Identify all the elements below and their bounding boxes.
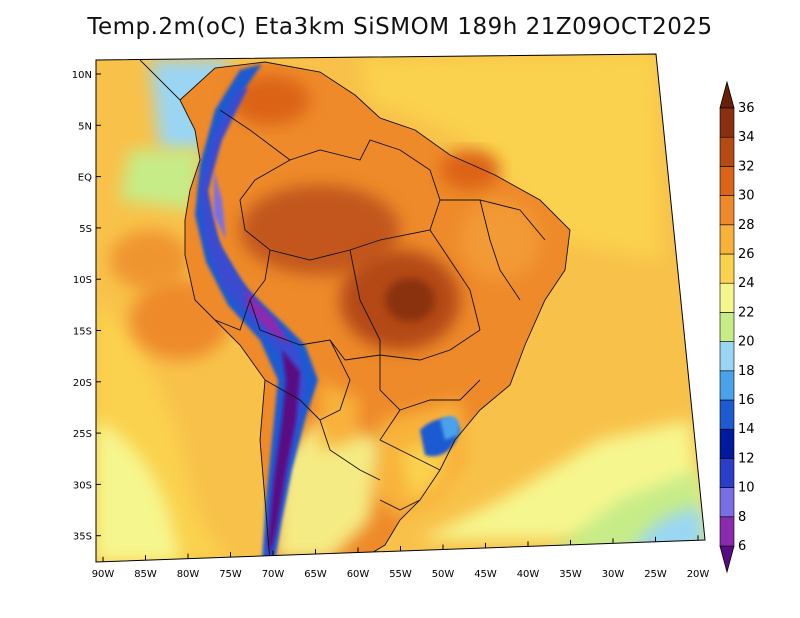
lon-label: 90W	[92, 569, 115, 580]
lat-label: 35S	[73, 532, 92, 543]
latitude-axis: 10N 5N EQ 5S 10S 15S 20S 25S 30S 35S	[72, 70, 101, 543]
lon-label: 35W	[559, 569, 582, 580]
lat-label: 5S	[79, 224, 92, 235]
lon-label: 25W	[644, 569, 667, 580]
lat-label: EQ	[78, 173, 92, 184]
colorbar-swatch	[719, 487, 735, 518]
lon-label: 50W	[432, 569, 455, 580]
colorbar-label: 32	[738, 159, 755, 174]
lat-label: 5N	[78, 121, 92, 132]
colorbar-swatch	[719, 195, 735, 226]
colorbar-label: 6	[738, 539, 746, 554]
colorbar-label: 28	[738, 218, 755, 233]
colorbar-swatch	[719, 107, 735, 138]
lat-label: 10S	[73, 275, 92, 286]
lat-label: 20S	[73, 378, 92, 389]
lon-label: 30W	[602, 569, 625, 580]
longitude-axis: 90W 85W 80W 75W 70W 65W 60W 55W 50W 45W 40W 35W 30W 2…	[92, 535, 710, 580]
lon-label: 40W	[517, 569, 540, 580]
colorbar-label: 22	[738, 305, 755, 320]
lon-label: 55W	[389, 569, 412, 580]
lat-label: 15S	[73, 327, 92, 338]
colorbar-label: 34	[738, 130, 755, 145]
map-title: Temp.2m(oC) Eta3km SiSMOM 189h 21Z09OCT2…	[87, 14, 713, 40]
lon-label: 85W	[134, 569, 157, 580]
colorbar-swatch	[719, 282, 735, 313]
colorbar-swatch	[719, 370, 735, 401]
political-boundaries	[139, 59, 571, 562]
colorbar-swatch	[719, 224, 735, 255]
colorbar-bottom-arrow	[719, 545, 735, 574]
colorbar-swatch	[719, 428, 735, 459]
lat-label: 25S	[73, 429, 92, 440]
colorbar-swatch	[719, 341, 735, 372]
temperature-field	[96, 54, 705, 562]
colorbar-swatch	[719, 458, 735, 488]
colorbar-label: 18	[738, 364, 755, 379]
colorbar-label: 16	[738, 393, 755, 408]
lon-label: 45W	[474, 569, 497, 580]
lon-label: 20W	[687, 569, 710, 580]
colorbar-swatch	[719, 166, 735, 196]
colorbar-label: 30	[738, 189, 755, 204]
colorbar-swatch	[719, 312, 735, 342]
colorbar-label: 12	[738, 451, 755, 466]
colorbar-swatch	[719, 399, 735, 430]
lon-label: 70W	[262, 569, 285, 580]
colorbar: 6 8 10 12 14 16 18 20 22 24 26 28 30 32 34 36	[719, 80, 755, 574]
colorbar-label: 24	[738, 276, 755, 291]
colorbar-label: 26	[738, 247, 755, 262]
colorbar-label: 36	[738, 101, 755, 116]
lat-label: 30S	[73, 480, 92, 491]
lon-label: 65W	[304, 569, 327, 580]
lon-label: 75W	[219, 569, 242, 580]
colorbar-top-arrow	[719, 80, 735, 109]
colorbar-label: 20	[738, 335, 755, 350]
lat-label: 10N	[72, 70, 92, 81]
colorbar-swatch	[719, 253, 735, 284]
colorbar-label: 10	[738, 481, 755, 496]
colorbar-label: 14	[738, 422, 755, 437]
map-frame	[95, 53, 706, 563]
colorbar-label: 8	[738, 510, 746, 525]
lon-label: 60W	[347, 569, 370, 580]
lon-label: 80W	[177, 569, 200, 580]
colorbar-swatch	[719, 516, 735, 547]
colorbar-swatch	[719, 136, 735, 167]
